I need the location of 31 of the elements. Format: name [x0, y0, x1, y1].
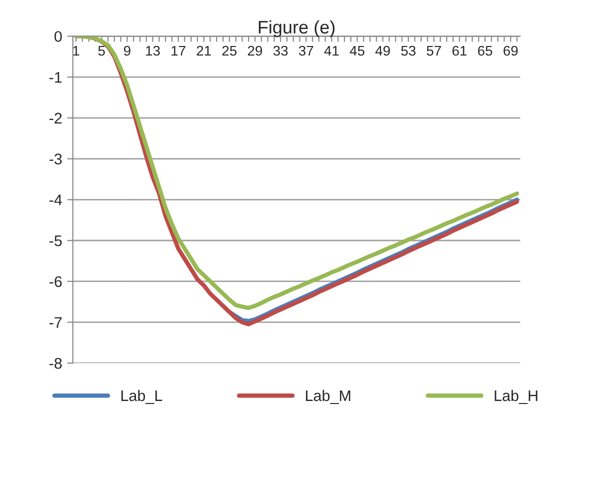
- y-tick-label: -5: [50, 236, 62, 246]
- x-tick-label: 21: [196, 46, 211, 56]
- x-tick-label: 9: [124, 46, 130, 56]
- x-tick-label: 37: [298, 46, 314, 56]
- x-tick-label: 13: [146, 46, 160, 56]
- x-tick-label: 33: [273, 46, 288, 56]
- x-tick-label: 61: [452, 46, 467, 56]
- y-tick-label: -7: [50, 317, 62, 328]
- x-tick-label: 5: [98, 46, 105, 56]
- chart-title: Figure (e): [258, 20, 335, 38]
- x-tick-label: 65: [478, 46, 492, 56]
- x-tick-label: 53: [401, 46, 416, 56]
- y-tick-label: 0: [54, 31, 62, 42]
- x-tick-label: 45: [350, 46, 364, 56]
- x-tick-label: 29: [248, 46, 262, 56]
- y-tick-label: -4: [50, 194, 62, 206]
- y-tick-label: -3: [50, 154, 62, 164]
- x-tick-label: 49: [375, 46, 390, 56]
- y-tick-label: -1: [50, 72, 62, 83]
- legend-label: Lab_M: [306, 390, 350, 404]
- legend-label: Lab_L: [121, 390, 162, 404]
- y-tick-label: -2: [50, 112, 62, 124]
- y-tick-label: -6: [50, 276, 62, 288]
- x-tick-label: 17: [172, 46, 186, 56]
- x-tick-label: 25: [222, 46, 237, 56]
- x-tick-label: 1: [73, 46, 80, 56]
- legend-label: Lab_H: [494, 390, 538, 404]
- x-tick-label: 41: [324, 46, 339, 56]
- x-tick-label: 69: [504, 46, 518, 56]
- y-tick-label: -8: [50, 358, 62, 369]
- x-tick-label: 57: [426, 46, 441, 56]
